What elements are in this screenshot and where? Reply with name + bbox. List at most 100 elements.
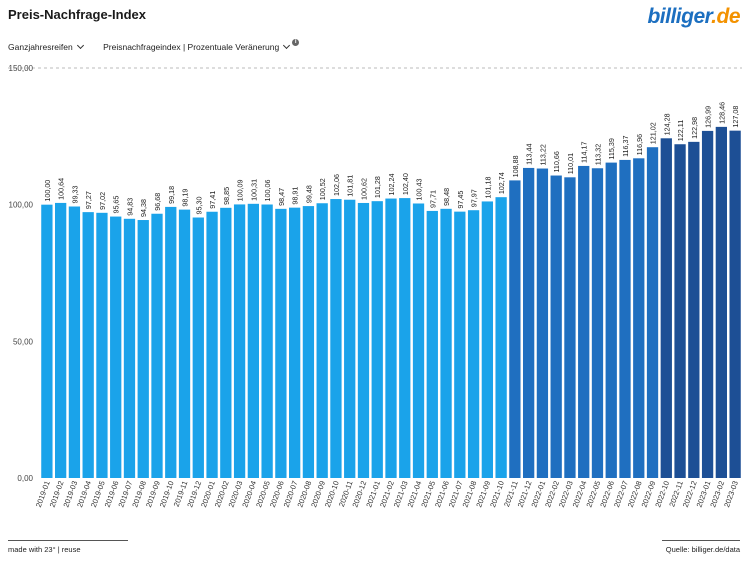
data-label: 113,44	[525, 143, 534, 164]
bar	[660, 138, 672, 478]
data-label: 102,74	[497, 172, 506, 194]
bar	[96, 212, 108, 478]
bar	[454, 211, 466, 479]
bar	[578, 165, 590, 478]
bar	[151, 213, 163, 478]
bar	[41, 204, 53, 478]
data-label: 110,01	[566, 153, 575, 174]
data-label: 97,27	[84, 191, 93, 209]
data-label: 113,32	[593, 144, 602, 165]
bar	[481, 201, 493, 478]
bar	[165, 206, 177, 478]
data-label: 97,41	[208, 191, 217, 209]
bar	[233, 204, 246, 479]
data-label: 100,62	[359, 178, 368, 200]
bar	[701, 130, 714, 479]
metric-dropdown[interactable]: Preisnachfrageindex | Prozentuale Veräne…	[103, 38, 300, 52]
data-label: 94,83	[125, 198, 134, 216]
bar	[261, 204, 273, 478]
data-label: 98,85	[222, 187, 231, 205]
bar	[440, 208, 452, 478]
bar	[674, 144, 686, 478]
data-label: 121,02	[649, 122, 658, 144]
bar	[688, 141, 700, 478]
bar	[344, 199, 356, 478]
category-dropdown[interactable]: Ganzjahresreifen	[8, 41, 84, 52]
y-tick-label: 150,00	[9, 64, 34, 73]
bar	[302, 206, 315, 478]
data-label: 101,81	[346, 175, 355, 197]
data-label: 98,91	[291, 187, 300, 205]
data-label: 98,48	[442, 188, 451, 206]
data-label: 99,18	[167, 186, 176, 204]
data-label: 97,02	[98, 192, 107, 210]
data-label: 100,43	[415, 179, 424, 201]
data-label: 100,06	[263, 180, 272, 202]
data-label: 116,37	[621, 135, 630, 156]
bar	[495, 197, 507, 478]
data-label: 101,18	[483, 176, 492, 198]
bar	[178, 209, 191, 478]
bar	[123, 218, 136, 478]
bar	[385, 198, 397, 478]
data-label: 102,24	[387, 174, 396, 196]
data-label: 97,97	[470, 189, 479, 207]
bar	[137, 220, 149, 478]
bar	[467, 210, 480, 478]
bar	[550, 175, 562, 478]
y-tick-label: 0,00	[17, 474, 33, 483]
chart-title: Preis-Nachfrage-Index	[8, 7, 146, 22]
data-label: 100,00	[43, 180, 52, 202]
bar	[55, 202, 67, 478]
source-note: Quelle: billiger.de/data	[665, 545, 740, 554]
bar	[110, 216, 122, 478]
data-label: 100,31	[249, 179, 258, 201]
bar	[646, 147, 659, 478]
data-label: 100,52	[318, 178, 327, 200]
bar	[591, 168, 604, 478]
info-icon[interactable]: i	[292, 38, 300, 46]
bar	[206, 211, 218, 478]
data-label: 116,96	[635, 134, 644, 155]
data-label: 108,88	[511, 155, 520, 177]
data-label: 98,47	[277, 188, 286, 206]
data-label: 122,98	[690, 117, 699, 139]
bar	[192, 217, 204, 478]
data-label: 114,17	[580, 141, 589, 162]
data-label: 100,09	[236, 179, 245, 201]
data-label: 124,28	[662, 113, 671, 135]
data-label: 126,99	[704, 106, 713, 128]
bar	[509, 180, 521, 479]
data-label: 95,30	[194, 197, 203, 215]
bar	[82, 212, 94, 478]
logo-main: billiger	[647, 5, 712, 28]
y-tick-label: 50,00	[13, 337, 34, 346]
data-label: 128,46	[717, 102, 726, 124]
data-label: 101,28	[373, 176, 382, 198]
bar	[371, 201, 383, 478]
bar	[729, 130, 741, 478]
bar	[564, 177, 576, 478]
footer-divider-right	[662, 540, 740, 541]
billiger-logo[interactable]: billiger.de	[647, 5, 740, 29]
data-label: 95,65	[112, 196, 121, 214]
data-label: 99,33	[70, 185, 79, 203]
made-with-credit[interactable]: made with 23° | reuse	[8, 545, 81, 554]
bar	[68, 206, 81, 479]
bar	[220, 207, 232, 478]
filter-bar: Ganzjahresreifen Preisnachfrageindex | P…	[8, 38, 317, 52]
bar	[523, 167, 535, 478]
data-label: 97,71	[428, 190, 437, 208]
data-label: 98,19	[181, 189, 190, 207]
data-label: 102,40	[401, 173, 410, 195]
bar	[247, 203, 259, 478]
data-label: 122,11	[676, 120, 685, 141]
data-label: 97,45	[456, 191, 465, 209]
data-label: 100,64	[57, 178, 66, 200]
data-label: 110,66	[552, 151, 561, 172]
category-dropdown-label: Ganzjahresreifen	[8, 42, 73, 52]
bar	[399, 198, 411, 478]
bar	[605, 162, 617, 479]
metric-dropdown-label: Preisnachfrageindex | Prozentuale Veräne…	[103, 42, 280, 52]
